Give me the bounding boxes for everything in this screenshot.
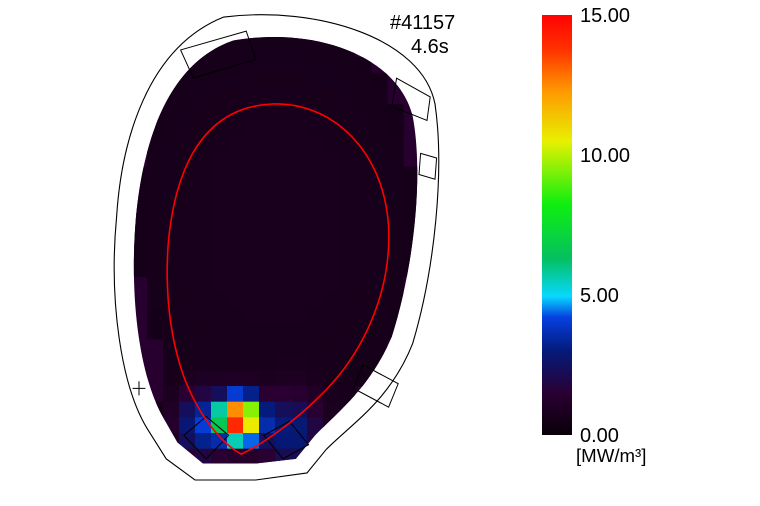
time-label: 4.6s [411, 36, 449, 59]
figure-stage: #41157 4.6s [MW/m³] 0.00 5.00 10.00 15.0… [0, 0, 760, 506]
heatmap-field [115, 10, 436, 481]
plasma-cross-section [0, 0, 760, 506]
colorbar [542, 15, 572, 435]
colorbar-tick-3: 15.00 [580, 5, 630, 28]
shot-id-label: #41157 [390, 12, 455, 35]
colorbar-tick-2: 10.00 [580, 145, 630, 168]
colorbar-unit-label: [MW/m³] [576, 445, 646, 467]
colorbar-tick-0: 0.00 [580, 425, 619, 448]
colorbar-tick-1: 5.00 [580, 285, 619, 308]
